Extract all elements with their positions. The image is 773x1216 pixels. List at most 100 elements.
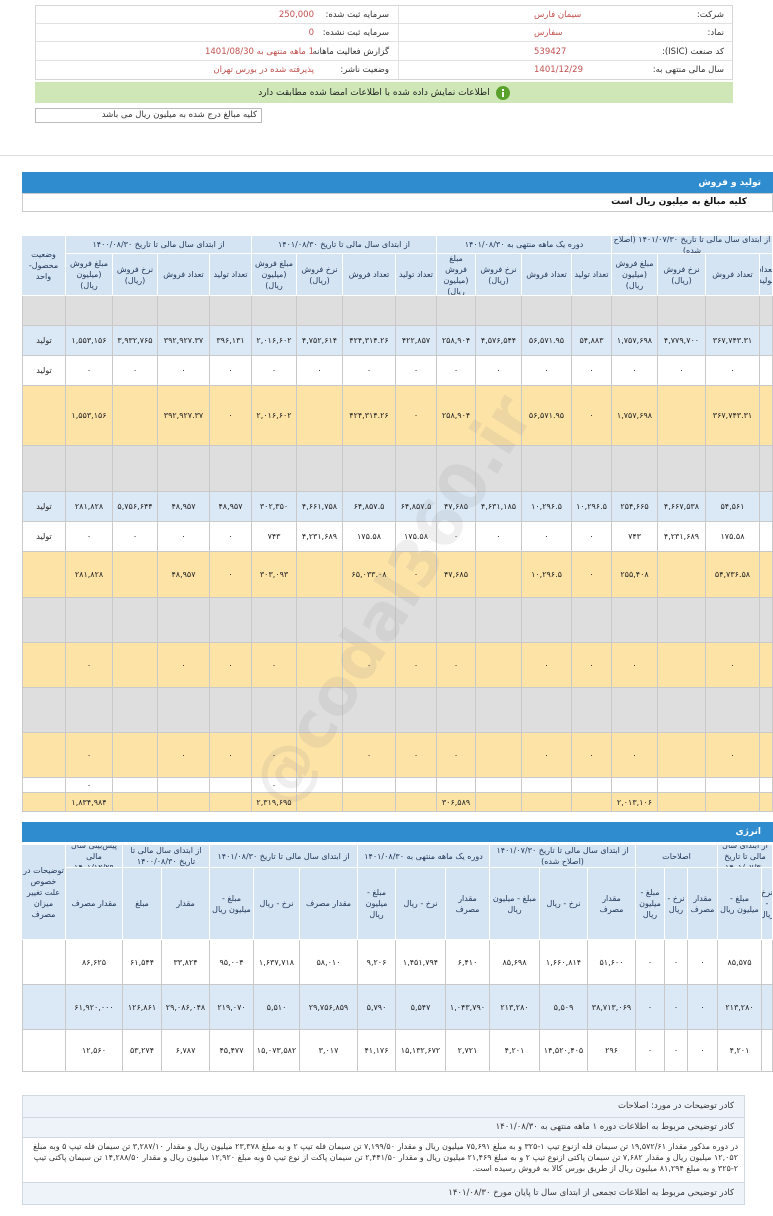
- table-cell: ۰: [636, 940, 665, 985]
- table-cell: [760, 522, 773, 552]
- table-cell: ۶,۷۸۷: [162, 1030, 210, 1072]
- table-cell: ۰: [572, 386, 612, 446]
- table-cell: ۵۶,۵۷۱.۹۵: [522, 326, 572, 356]
- info-label: شرکت:: [696, 10, 724, 20]
- table-cell: [476, 552, 522, 598]
- table-cell: ۷۴۳: [612, 522, 658, 552]
- divider: [0, 155, 773, 156]
- table-cell: [252, 598, 297, 643]
- info-label: گزارش فعالیت ماهانه: [312, 46, 389, 57]
- table-cell: [158, 446, 210, 492]
- table-cell: ۰: [66, 643, 113, 688]
- table-cell: ۲۵۴,۶۶۵: [612, 492, 658, 522]
- table-cell: [113, 296, 158, 326]
- table-cell: [760, 552, 773, 598]
- info-value: 250,000: [278, 10, 314, 20]
- table-cell: [760, 296, 773, 326]
- section-title: انرژی: [22, 822, 773, 842]
- table-cell: ۰: [210, 552, 252, 598]
- table-cell: ۰: [476, 356, 522, 386]
- header-cell: نرخ - ریال: [665, 868, 688, 940]
- table-cell: ۴,۷۵۲,۶۱۴: [297, 326, 343, 356]
- table-cell: [396, 778, 437, 793]
- header-cell: نرخ - ریال: [254, 868, 300, 940]
- table-cell: [210, 446, 252, 492]
- section-subtitle: کلیه مبالغ به میلیون ریال است: [22, 193, 773, 212]
- table-cell: [572, 598, 612, 643]
- table-cell: [658, 778, 706, 793]
- table-cell: ۱۷۵.۵۸: [396, 522, 437, 552]
- header-cell: توضیحات در خصوص علت تغییر میزان مصرف: [22, 845, 66, 940]
- table-cell: ۰: [396, 643, 437, 688]
- header-cell: مقدار مصرف: [688, 868, 718, 940]
- table-cell: ۴,۲۰۱: [490, 1030, 540, 1072]
- table-cell: [22, 296, 66, 326]
- table-cell: [437, 688, 476, 733]
- table-cell: [252, 296, 297, 326]
- table-cell: [522, 598, 572, 643]
- table-cell: [22, 733, 66, 778]
- table-cell: ۰: [437, 522, 476, 552]
- table-cell: ۰: [572, 643, 612, 688]
- table-cell: [572, 778, 612, 793]
- table-cell: [658, 793, 706, 812]
- table-cell: [760, 356, 773, 386]
- table-cell: ۷۴۳: [252, 522, 297, 552]
- table-cell: ۱,۸۳۴,۹۸۴: [66, 793, 113, 812]
- table-cell: ۱۰,۲۹۶.۵: [572, 492, 612, 522]
- table-cell: ۸۶,۶۲۵: [66, 940, 123, 985]
- table-cell: ۰: [396, 386, 437, 446]
- table-cell: [210, 793, 252, 812]
- info-value: سیمان فارس: [534, 10, 582, 20]
- table-cell: [658, 733, 706, 778]
- table-cell: ۰: [572, 552, 612, 598]
- table-cell: ۰: [66, 733, 113, 778]
- table-cell: ۳۰۳,۰۹۳: [252, 552, 297, 598]
- table-cell: [706, 793, 760, 812]
- table-cell: [762, 985, 773, 1030]
- header-cell: مقدار: [162, 868, 210, 940]
- table-cell: [22, 552, 66, 598]
- table-cell: ۰: [210, 522, 252, 552]
- table-cell: تولید: [22, 492, 66, 522]
- notes-cumulative-title: کادر توضیحی مربوط به اطلاعات تجمعی از اب…: [448, 1188, 734, 1198]
- table-cell: ۰: [572, 522, 612, 552]
- table-cell: ۰: [706, 733, 760, 778]
- table-cell: ۰: [343, 356, 396, 386]
- table-cell: ۱۷۵.۵۸: [706, 522, 760, 552]
- table-cell: ۲,۷۲۱: [446, 1030, 490, 1072]
- table-cell: ۳,۰۱۷: [300, 1030, 358, 1072]
- info-value: پذیرفته شده در بورس تهران: [213, 64, 314, 75]
- header-cell: نرخ - ریال: [762, 868, 773, 940]
- header-group: دوره یک ماهه منتهی به ۱۴۰۱/۰۸/۳۰: [437, 236, 612, 254]
- notes-monthly-title: کادر توضیحی مربوط به اطلاعات دوره ۱ ماهه…: [23, 1118, 744, 1138]
- table-cell: [297, 733, 343, 778]
- table-cell: ۶۱,۵۴۴: [123, 940, 162, 985]
- unit-note: کلیه مبالغ درج شده به میلیون ریال می باش…: [35, 108, 262, 123]
- table-cell: ۹۵,۰۰۴: [210, 940, 254, 985]
- table-cell: [113, 643, 158, 688]
- table-cell: ۰: [210, 356, 252, 386]
- table-cell: ۰: [113, 522, 158, 552]
- table-cell: ۰: [706, 356, 760, 386]
- table-cell: [612, 688, 658, 733]
- table-cell: [760, 643, 773, 688]
- table-cell: [158, 296, 210, 326]
- header-cell: وضعیت محصول-واحد: [22, 236, 66, 296]
- info-row: [36, 24, 732, 43]
- table-cell: ۴۲۴,۳۱۴.۲۶: [343, 386, 396, 446]
- table-cell: [522, 296, 572, 326]
- table-cell: ۴,۲۳۱,۶۸۹: [658, 522, 706, 552]
- table-cell: ۰: [66, 356, 113, 386]
- table-cell: ۰: [706, 643, 760, 688]
- header-cell: مقدار مصرف: [66, 868, 123, 940]
- table-cell: ۲,۳۱۹,۶۹۵: [252, 793, 297, 812]
- table-cell: [476, 598, 522, 643]
- table-cell: ۰: [343, 643, 396, 688]
- header-cell: تعداد تولید: [210, 254, 252, 296]
- header-group: دوره یک ماهه منتهی به ۱۴۰۱/۰۸/۳۰: [358, 845, 490, 868]
- info-row: [36, 43, 732, 61]
- table-cell: ۱۲۶,۸۶۱: [123, 985, 162, 1030]
- info-value: 0: [308, 28, 314, 39]
